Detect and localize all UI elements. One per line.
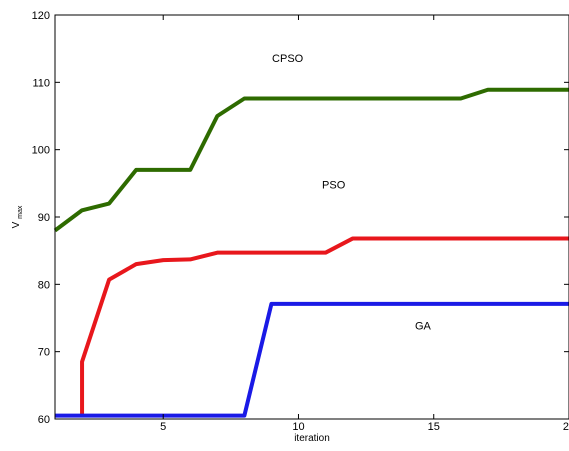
x-tick-label: 5 xyxy=(160,421,166,433)
series-label-cpso: CPSO xyxy=(272,53,304,65)
plot-area-background xyxy=(55,15,569,419)
plot-area-frame xyxy=(54,14,569,420)
series-label-pso: PSO xyxy=(322,180,346,192)
y-tick-label: 60 xyxy=(38,414,50,426)
y-tick-label: 80 xyxy=(38,279,50,291)
y-tick-label: 120 xyxy=(32,10,50,22)
y-axis-label: V max xyxy=(11,205,24,228)
x-tick-label: 15 xyxy=(428,421,440,433)
y-tick-label: 110 xyxy=(32,77,50,89)
x-axis-label: iteration xyxy=(294,433,330,444)
series-line-ga xyxy=(55,301,569,418)
y-tick-label: 70 xyxy=(38,347,50,359)
series-layer xyxy=(53,87,569,418)
y-axis-label-main: V xyxy=(11,221,22,228)
series-line-pso xyxy=(80,236,569,417)
series-line-cpso xyxy=(53,87,569,233)
labels-layer: 5 10 15 20 60 70 80 90 100 110 120 CPSO PSO GA xyxy=(32,10,569,433)
y-tick-label: 100 xyxy=(32,145,50,157)
x-tick-label: 10 xyxy=(292,421,304,433)
y-tick-label: 90 xyxy=(38,212,50,224)
x-tick-label: 20 xyxy=(563,421,569,433)
y-axis-label-subscript: max xyxy=(17,205,24,219)
series-label-ga: GA xyxy=(415,320,432,332)
svg-text:V max: V max xyxy=(11,205,24,228)
